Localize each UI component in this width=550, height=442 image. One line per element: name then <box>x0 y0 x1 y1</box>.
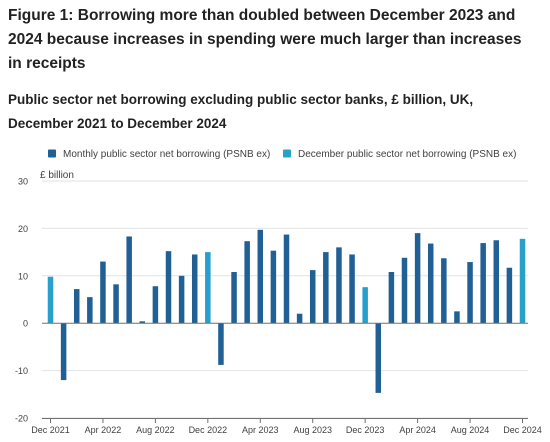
bar-sep-2022 <box>165 251 172 324</box>
bar-aug-2022 <box>152 286 159 324</box>
bar-feb-2024 <box>388 272 395 324</box>
bar-nov-2023 <box>349 254 355 324</box>
x-tick-label: Apr 2023 <box>242 425 279 435</box>
x-tick-label: Dec 2024 <box>503 425 542 435</box>
figure-subtitle: Public sector net borrowing excluding pu… <box>8 92 474 131</box>
figure-title: Figure 1: Borrowing more than doubled be… <box>8 7 522 72</box>
bar-dec-2023 <box>362 287 368 324</box>
bar-aug-2023 <box>309 270 316 324</box>
bar-dec-2022 <box>205 252 211 324</box>
x-tick-label: Aug 2022 <box>136 425 175 435</box>
x-tick-label: Apr 2022 <box>85 425 122 435</box>
bar-oct-2022 <box>178 275 185 324</box>
chart-legend: Monthly public sector net borrowing (PSN… <box>48 149 516 160</box>
y-tick-label: -10 <box>15 366 28 376</box>
legend-swatch-december <box>283 149 291 158</box>
y-tick-label: 0 <box>23 319 28 329</box>
y-tick-label: 20 <box>18 224 28 234</box>
y-tick-label: 30 <box>18 177 28 187</box>
bars <box>47 229 526 393</box>
bar-aug-2024 <box>467 262 473 324</box>
bar-jan-2022 <box>60 323 67 381</box>
bar-jun-2023 <box>283 234 290 324</box>
bar-may-2023 <box>270 250 277 324</box>
bar-oct-2024 <box>493 240 500 324</box>
legend-label-december: December public sector net borrowing (PS… <box>298 149 516 160</box>
bar-nov-2024 <box>506 267 513 324</box>
x-tick-label: Dec 2021 <box>31 425 70 435</box>
y-tick-label: -20 <box>15 414 28 424</box>
bar-nov-2022 <box>191 254 198 324</box>
bar-apr-2022 <box>100 261 106 324</box>
axes: -20 -10 0 10 20 30 Dec 2021 Apr 2022 Aug 2022 Dec… <box>15 177 542 436</box>
bar-oct-2023 <box>336 247 342 324</box>
x-tick-label: Dec 2023 <box>346 425 385 435</box>
legend-label-monthly: Monthly public sector net borrowing (PSN… <box>63 149 270 160</box>
x-tick-label: Aug 2024 <box>451 425 490 435</box>
bar-jul-2023 <box>296 313 303 324</box>
y-tick-label: 10 <box>18 271 28 281</box>
bar-apr-2023 <box>257 229 264 324</box>
bar-jun-2024 <box>441 258 447 324</box>
legend-swatch-monthly <box>48 149 56 158</box>
bar-jan-2023 <box>218 323 224 365</box>
bar-feb-2023 <box>231 272 237 324</box>
x-tick-label: Dec 2022 <box>189 425 228 435</box>
bar-sep-2023 <box>323 252 329 324</box>
bar-mar-2024 <box>401 257 408 324</box>
bar-jun-2022 <box>126 236 132 324</box>
bar-jul-2022 <box>139 321 146 324</box>
bar-may-2024 <box>427 243 434 324</box>
bar-mar-2022 <box>87 297 93 324</box>
bar-dec-2024 <box>519 238 526 324</box>
bar-jul-2024 <box>454 311 460 324</box>
bar-apr-2024 <box>414 233 421 324</box>
bar-may-2022 <box>113 284 119 324</box>
bar-feb-2022 <box>73 289 80 324</box>
x-tick-label: Aug 2023 <box>293 425 332 435</box>
y-axis-label: £ billion <box>40 170 74 181</box>
bar-dec-2021 <box>47 276 54 324</box>
bar-sep-2024 <box>480 243 486 324</box>
bar-jan-2024 <box>375 323 382 393</box>
x-tick-label: Apr 2024 <box>399 425 436 435</box>
bar-mar-2023 <box>244 241 250 324</box>
